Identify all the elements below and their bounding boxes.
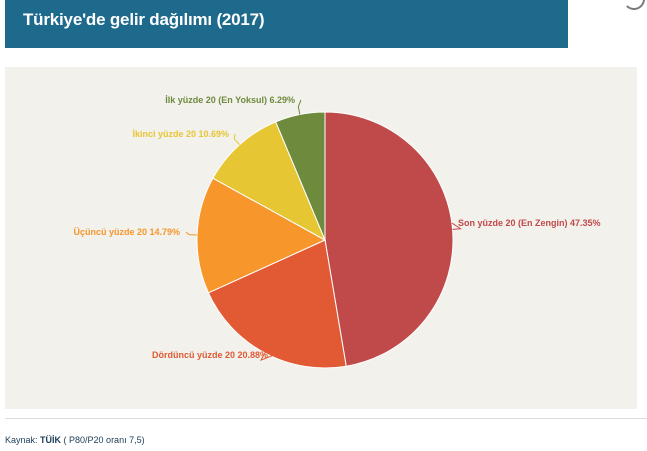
pie-chart: Son yüzde 20 (En Zengin) 47.35% Dördüncü …: [73, 95, 601, 369]
slice-label: Dördüncü yüzde 20 20.88%: [152, 350, 268, 360]
slice-label: Son yüzde 20 (En Zengin) 47.35%: [458, 218, 601, 228]
chart-panel: Son yüzde 20 (En Zengin) 47.35% Dördüncü …: [5, 67, 637, 409]
label-connector: [451, 222, 462, 230]
refresh-icon[interactable]: [623, 0, 645, 10]
source-detail: ( P80/P20 oranı 7,5): [61, 435, 145, 445]
slice-label: Üçüncü yüzde 20 14.79%: [73, 227, 180, 237]
slice-label: İkinci yüzde 20 10.69%: [132, 129, 229, 139]
label-connector: [185, 231, 198, 236]
source-note: Kaynak: TÜİK ( P80/P20 oranı 7,5): [5, 435, 145, 445]
page-title: Türkiye'de gelir dağılımı (2017): [23, 10, 265, 29]
source-org: TÜİK: [40, 435, 62, 445]
slice-label: İlk yüzde 20 (En Yoksul) 6.29%: [165, 95, 295, 105]
label-connector: [259, 352, 275, 361]
title-bar: Türkiye'de gelir dağılımı (2017): [5, 0, 568, 48]
divider: [5, 418, 647, 419]
label-connector: [297, 99, 302, 115]
pie-slice[interactable]: [207, 239, 347, 369]
label-connector: [233, 133, 240, 146]
pie-slice[interactable]: [196, 177, 327, 294]
pie-slice[interactable]: [324, 111, 454, 367]
source-prefix: Kaynak:: [5, 435, 41, 445]
